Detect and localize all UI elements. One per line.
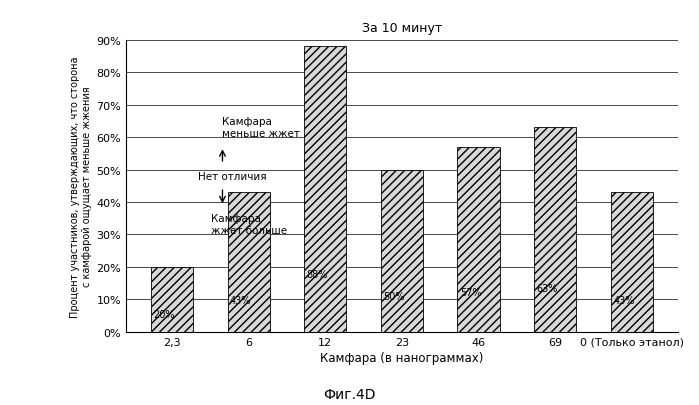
Title: За 10 минут: За 10 минут xyxy=(362,22,442,35)
Text: Камфара
жжет больше: Камфара жжет больше xyxy=(211,213,287,235)
Bar xyxy=(228,193,270,332)
Bar xyxy=(381,170,423,332)
Text: 20%: 20% xyxy=(153,309,175,319)
Text: 63%: 63% xyxy=(536,284,558,294)
Bar xyxy=(304,47,347,332)
Bar xyxy=(457,147,500,332)
X-axis label: Камфара (в нанограммах): Камфара (в нанограммах) xyxy=(320,351,484,364)
Y-axis label: Процент участников, утверждающих, что сторона
с камфарой ощущает меньше жжения: Процент участников, утверждающих, что ст… xyxy=(71,56,92,317)
Bar xyxy=(534,128,576,332)
Text: 57%: 57% xyxy=(460,287,482,297)
Text: Нет отличия: Нет отличия xyxy=(198,171,266,181)
Text: 43%: 43% xyxy=(613,295,635,305)
Text: Фиг.4D: Фиг.4D xyxy=(323,387,376,401)
Text: 88%: 88% xyxy=(306,269,328,279)
Bar xyxy=(611,193,653,332)
Text: 50%: 50% xyxy=(383,291,405,301)
Text: Камфара
меньше жжет: Камфара меньше жжет xyxy=(222,117,301,139)
Bar xyxy=(151,267,193,332)
Text: 43%: 43% xyxy=(230,295,251,305)
